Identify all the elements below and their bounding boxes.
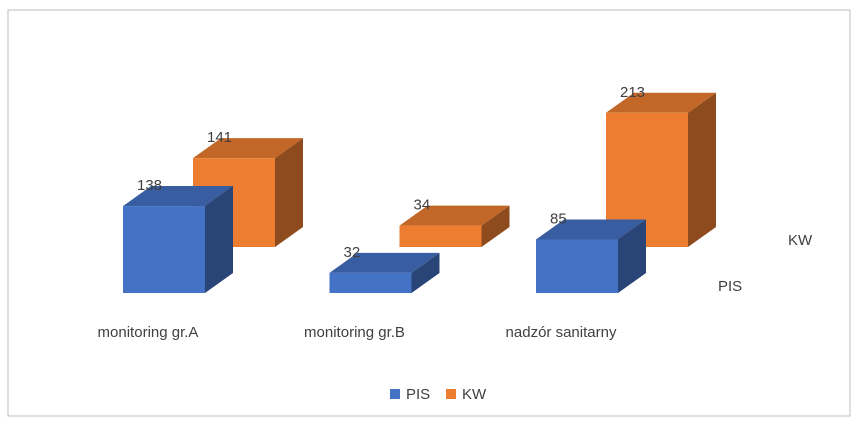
legend-swatch [446,389,456,399]
bar-top [193,138,303,159]
legend-swatch [390,389,400,399]
data-label: 141 [207,129,232,146]
bar-side [481,205,510,247]
x-tick-label: monitoring gr.A [98,324,199,341]
bar-side [205,186,233,293]
depth-label: PIS [718,278,742,295]
legend-label: PIS [406,386,430,403]
data-label: 85 [550,210,567,227]
data-label: 32 [344,244,361,261]
x-tick-label: monitoring gr.B [304,324,405,341]
data-label: 34 [414,197,431,214]
bar-side [411,252,440,293]
bar-side [275,138,303,247]
bar [329,272,412,293]
bar-top [123,186,233,207]
data-label: 213 [620,84,645,101]
bar-side [688,92,716,247]
legend-label: KW [462,386,487,403]
data-label: 138 [137,177,162,194]
bar [536,239,618,293]
bar-top [329,252,440,273]
bar [399,225,482,247]
x-tick-label: nadzór sanitarny [506,324,617,341]
bar-top [606,92,716,113]
bar-top [536,219,646,240]
bar-side [618,219,646,293]
depth-label: KW [788,232,813,249]
bar-top [399,205,510,226]
bar [123,206,205,293]
